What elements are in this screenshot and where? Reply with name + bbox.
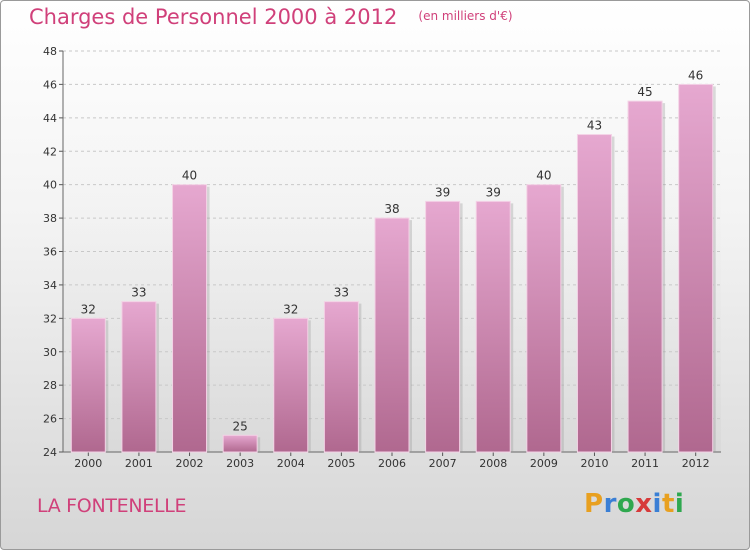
proxiti-logo: Proxiti: [584, 489, 685, 519]
x-tick-label: 2010: [580, 457, 608, 470]
x-tick-label: 2006: [378, 457, 406, 470]
data-labels: 32 33 40 25 32 33 38 39 39 40 43 45 46: [81, 68, 704, 433]
data-label: 32: [81, 302, 96, 316]
axes: 24 26 28 30 32 34 36 38 40 42 44 46 48 2000 2001 2002 20…: [43, 45, 721, 470]
x-tick-label: 2004: [277, 457, 305, 470]
y-tick-label: 34: [43, 279, 57, 292]
y-tick-label: 44: [43, 112, 57, 125]
data-label: 40: [536, 169, 551, 183]
y-tick-label: 38: [43, 212, 57, 225]
bar-2011: [627, 100, 663, 453]
commune-name: LA FONTENELLE: [37, 495, 187, 517]
data-label: 39: [486, 185, 501, 199]
x-tick-label: 2008: [479, 457, 507, 470]
y-tick-label: 28: [43, 379, 57, 392]
data-label: 38: [384, 202, 399, 216]
x-tick-label: 2012: [682, 457, 710, 470]
bars: [70, 83, 716, 453]
y-tick-label: 30: [43, 346, 57, 359]
bar-2003: [222, 434, 258, 453]
x-tick-label: 2000: [74, 457, 102, 470]
chart-title: Charges de Personnel 2000 à 2012: [29, 5, 398, 29]
bar-2009: [526, 184, 562, 453]
chart-unit: (en milliers d'€): [418, 9, 513, 23]
x-tick-label: 2007: [429, 457, 457, 470]
y-tick-label: 48: [43, 45, 57, 58]
bar-2006: [374, 217, 410, 453]
data-label: 33: [131, 286, 146, 300]
chart-header: Charges de Personnel 2000 à 2012 (en mil…: [29, 5, 513, 29]
y-tick-label: 24: [43, 446, 57, 459]
bar-2000: [70, 317, 106, 453]
x-tick-label: 2011: [631, 457, 659, 470]
data-label: 43: [587, 119, 602, 133]
bar-2007: [425, 200, 461, 453]
data-label: 33: [334, 286, 349, 300]
bar-2008: [475, 200, 511, 453]
bar-2004: [273, 317, 309, 453]
x-tick-label: 2009: [530, 457, 558, 470]
data-label: 39: [435, 185, 450, 199]
x-tick-label: 2002: [176, 457, 204, 470]
y-tick-label: 32: [43, 312, 57, 325]
y-tick-label: 42: [43, 145, 57, 158]
data-label: 32: [283, 302, 298, 316]
x-tick-label: 2001: [125, 457, 153, 470]
bar-2002: [172, 184, 208, 453]
y-tick-label: 36: [43, 246, 57, 259]
y-tick-label: 46: [43, 78, 57, 91]
y-tick-label: 40: [43, 179, 57, 192]
data-label: 40: [182, 169, 197, 183]
y-tick-label: 26: [43, 413, 57, 426]
data-label: 46: [688, 68, 703, 82]
bar-2012: [678, 83, 714, 453]
x-tick-label: 2005: [327, 457, 355, 470]
bar-2005: [323, 301, 359, 453]
bar-2001: [121, 301, 157, 453]
data-label: 45: [637, 85, 652, 99]
x-tick-label: 2003: [226, 457, 254, 470]
bar-2010: [576, 134, 612, 453]
data-label: 25: [233, 419, 248, 433]
